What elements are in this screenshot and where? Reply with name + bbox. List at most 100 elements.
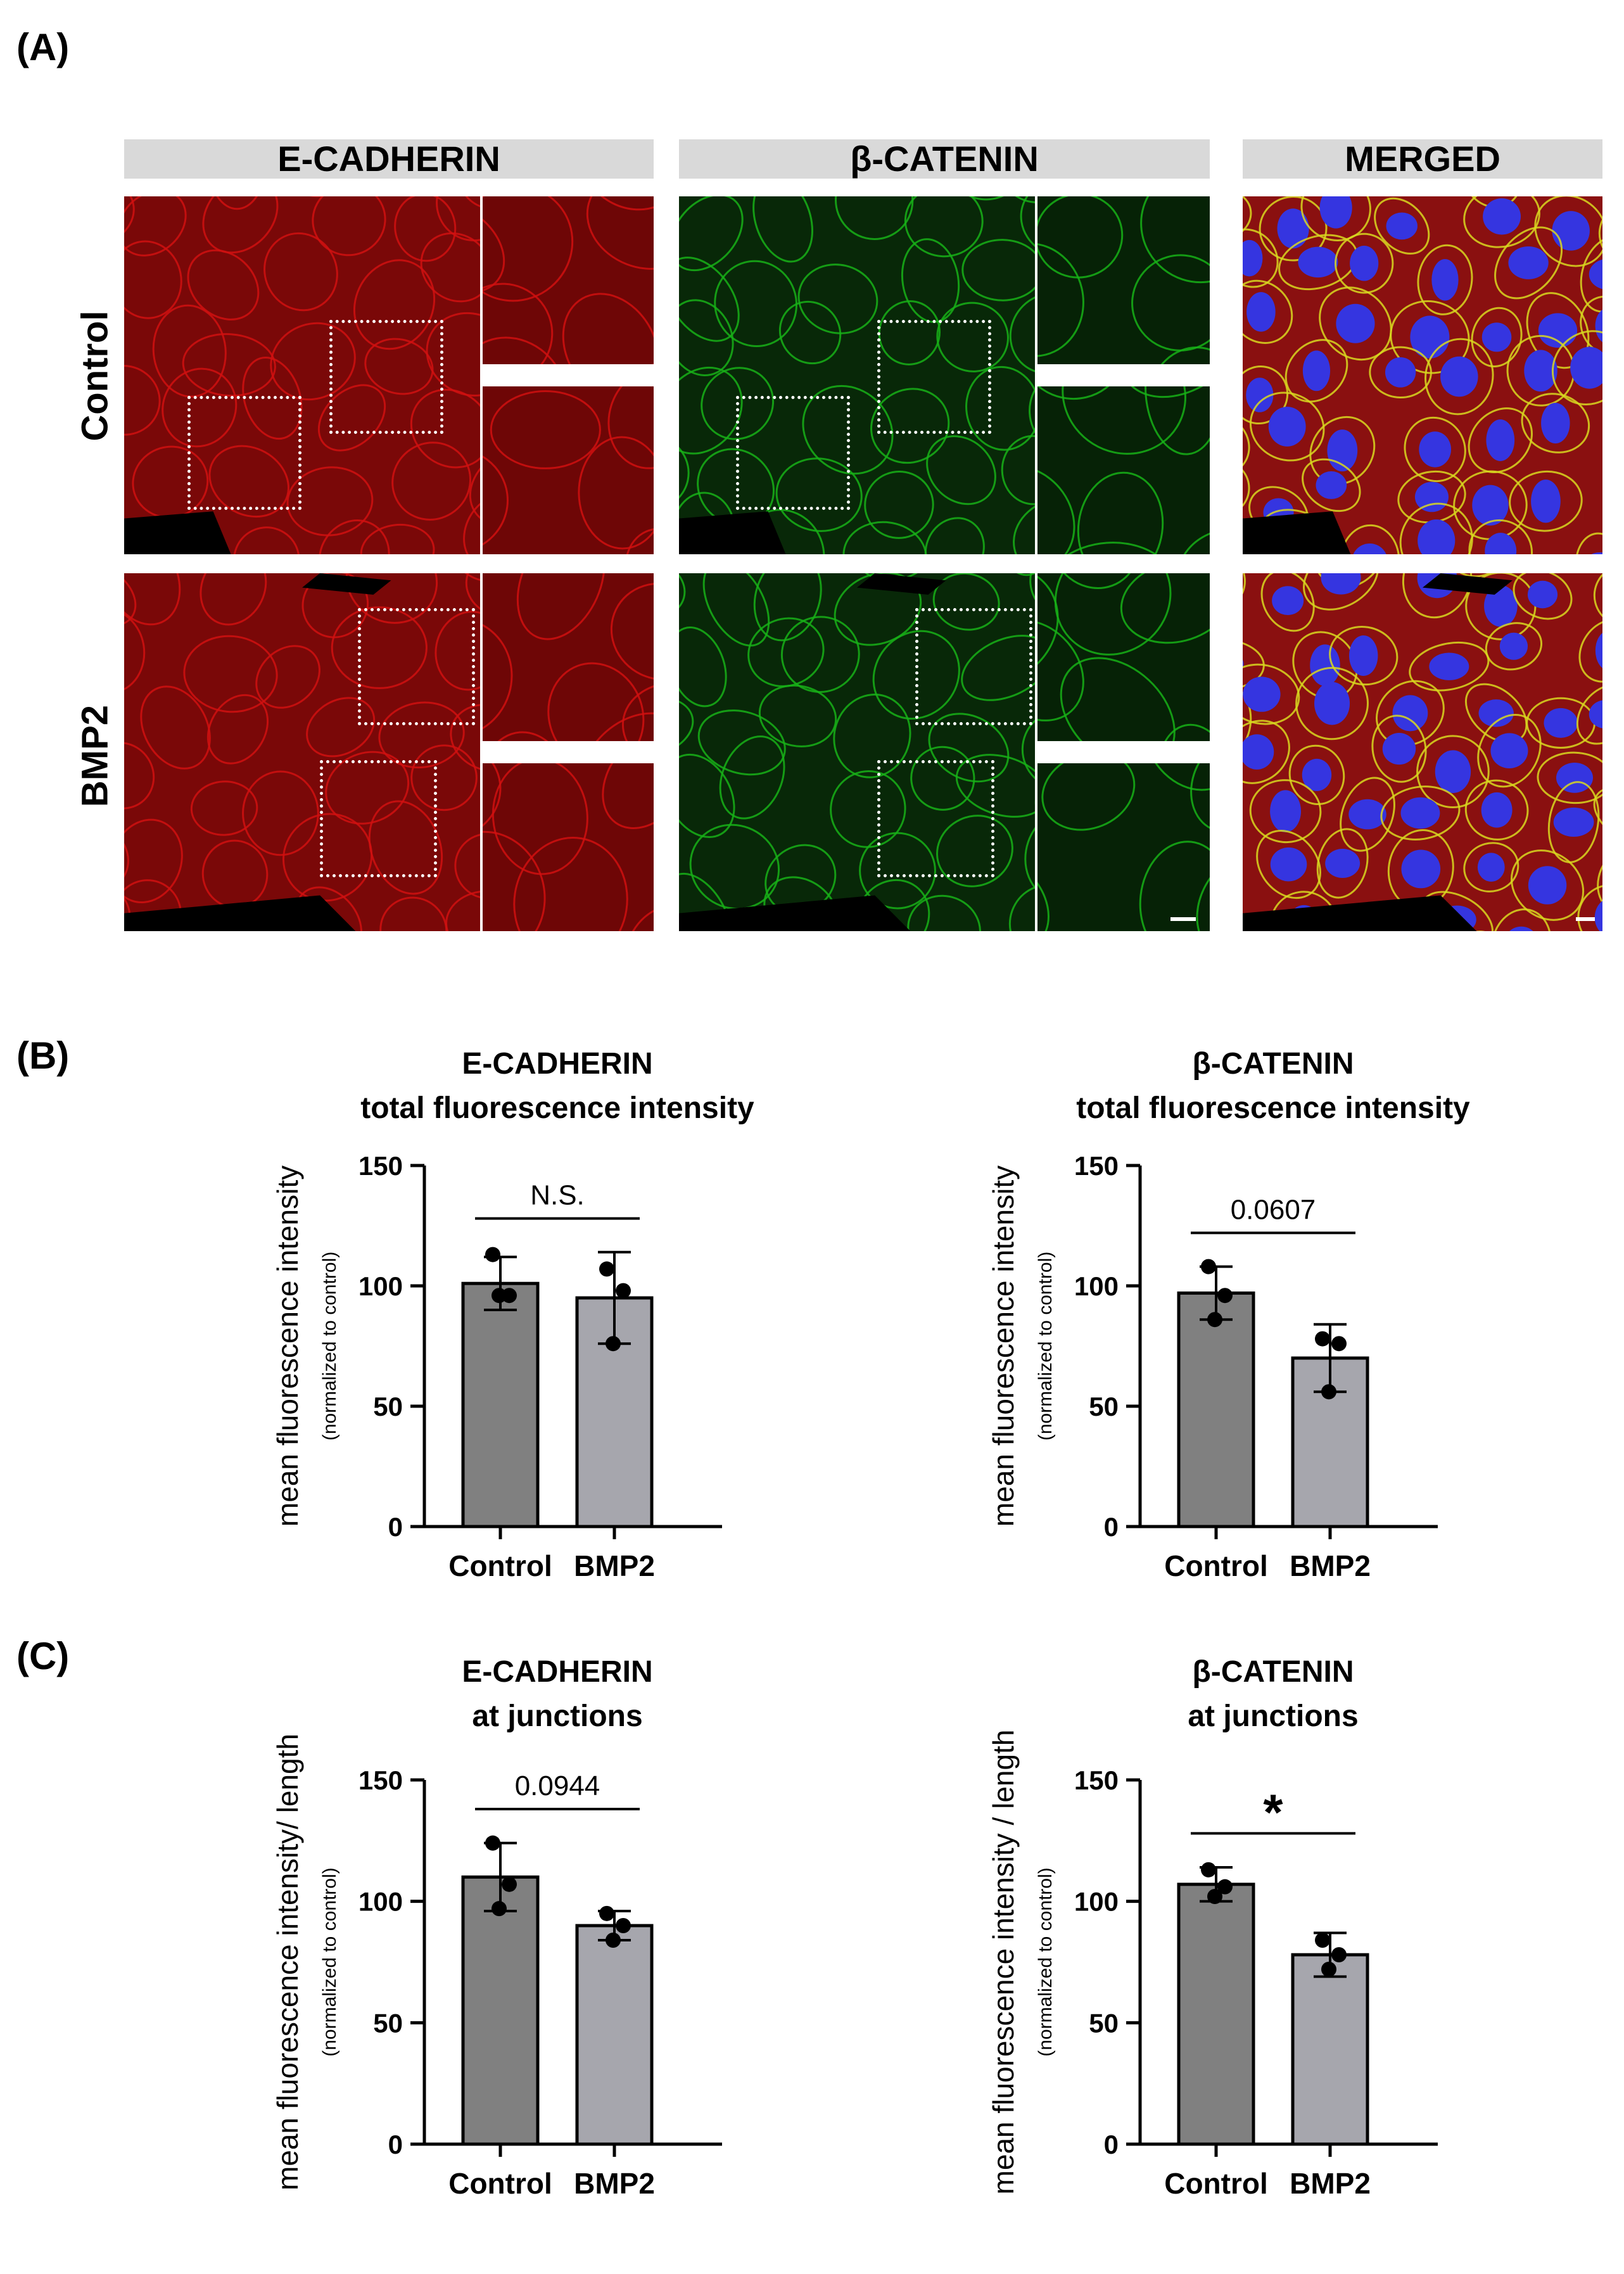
row-label-control: Control [74, 310, 116, 441]
column-header-merged: MERGED [1243, 139, 1602, 179]
data-point [606, 1933, 621, 1948]
chart-title-line-1: β-CATENIN [1192, 1047, 1354, 1081]
significance-label: N.S. [530, 1180, 585, 1211]
y-tick-label: 100 [358, 1271, 403, 1301]
roi-bcat-control-2 [736, 396, 850, 510]
bar-control [1177, 1291, 1255, 1528]
data-point [1207, 1312, 1222, 1328]
data-point [606, 1336, 621, 1352]
x-tick-label-control: Control [1164, 1549, 1268, 1582]
y-axis-sublabel: (normalized to control) [1035, 1867, 1056, 2056]
y-tick-label: 50 [1089, 2008, 1119, 2038]
y-tick-label: 0 [1104, 2130, 1119, 2159]
scale-bar-merged [1576, 917, 1595, 921]
data-point [1217, 1288, 1233, 1304]
chart-title-line-2: total fluorescence intensity [1076, 1091, 1470, 1125]
bar-bmp2 [1291, 1953, 1369, 2146]
y-tick-label: 100 [1074, 1271, 1119, 1301]
roi-ecad-bmp2-2 [320, 760, 437, 877]
bcat-control-inset-bottom [1037, 386, 1210, 554]
y-axis-label: mean fluorescence intensity/ length [271, 1734, 304, 2190]
panel-label-a: (A) [16, 26, 70, 68]
y-tick-label: 150 [1074, 1151, 1119, 1181]
roi-ecad-control-2 [187, 396, 301, 510]
data-point [1217, 1879, 1233, 1895]
ecad-bmp2-inset-bottom [483, 763, 654, 931]
ecad-bmp2-image [124, 573, 480, 931]
data-point [599, 1261, 614, 1277]
roi-ecad-control-1 [329, 320, 443, 434]
chart-title-line-1: E-CADHERIN [462, 1047, 652, 1081]
data-point [616, 1918, 631, 1933]
y-tick-label: 100 [358, 1887, 403, 1917]
chart-title-line-1: β-CATENIN [1192, 1655, 1354, 1689]
bar-control [461, 1281, 540, 1528]
bar-control [461, 1875, 540, 2146]
chart-title-line-2: total fluorescence intensity [360, 1091, 754, 1125]
data-point [485, 1835, 500, 1851]
data-point [492, 1288, 507, 1304]
scale-bar-bcatenin [1170, 917, 1196, 921]
data-point [502, 1876, 517, 1892]
bcat-bmp2-image [679, 573, 1035, 931]
y-tick-label: 150 [1074, 1765, 1119, 1795]
roi-bcat-bmp2-1 [915, 608, 1032, 725]
x-tick-label-control: Control [1164, 2167, 1268, 2200]
chart-title-line-1: E-CADHERIN [462, 1655, 652, 1689]
x-tick-label-bmp2: BMP2 [574, 1549, 655, 1582]
significance-label: 0.0944 [515, 1770, 600, 1801]
x-tick-label-bmp2: BMP2 [1290, 2167, 1371, 2200]
y-tick-label: 100 [1074, 1887, 1119, 1917]
y-tick-label: 50 [373, 2008, 403, 2038]
panel-label-b: (B) [16, 1034, 70, 1077]
chart-ecadherin-total: E-CADHERIN total fluorescence intensity me… [271, 1047, 754, 1582]
y-tick-label: 50 [373, 1392, 403, 1421]
y-axis-sublabel: (normalized to control) [319, 1867, 340, 2056]
chart-bcatenin-total: β-CATENIN total fluorescence intensity mea… [987, 1047, 1470, 1582]
data-point [1331, 1336, 1347, 1352]
merged-control-image [1243, 196, 1602, 554]
y-axis-sublabel: (normalized to control) [1035, 1252, 1056, 1440]
y-tick-label: 150 [358, 1151, 403, 1181]
bar-control [1177, 1883, 1255, 2146]
bar-bmp2 [575, 1924, 654, 2146]
y-tick-label: 0 [1104, 1512, 1119, 1542]
data-point [1321, 1384, 1336, 1400]
ecad-bmp2-inset-top [483, 573, 654, 741]
y-tick-label: 150 [358, 1765, 403, 1795]
data-point [616, 1283, 631, 1299]
panel-label-c: (C) [16, 1635, 70, 1677]
y-axis-sublabel: (normalized to control) [319, 1252, 340, 1440]
data-point [599, 1905, 614, 1921]
data-point [1315, 1933, 1330, 1948]
bcat-bmp2-inset-bottom [1037, 763, 1210, 931]
y-tick-label: 0 [388, 1512, 403, 1542]
data-point [492, 1901, 507, 1917]
y-axis-label: mean fluorescence intensity [987, 1166, 1020, 1527]
data-point [1315, 1331, 1330, 1347]
data-point [1321, 1962, 1336, 1977]
chart-title-line-2: at junctions [1188, 1699, 1358, 1733]
ecad-control-inset-top [483, 196, 654, 364]
y-tick-label: 50 [1089, 1392, 1119, 1421]
significance-label: 0.0607 [1231, 1194, 1316, 1225]
x-tick-label-control: Control [448, 2167, 552, 2200]
data-point [1201, 1259, 1216, 1274]
y-tick-label: 0 [388, 2130, 403, 2159]
row-label-bmp2: BMP2 [74, 704, 116, 808]
bcat-control-inset-top [1037, 196, 1210, 364]
x-tick-label-bmp2: BMP2 [574, 2167, 655, 2200]
chart-bcatenin-junctions: β-CATENIN at junctions mean fluorescence i… [987, 1655, 1438, 2200]
chart-title-line-2: at junctions [472, 1699, 642, 1733]
roi-bcat-bmp2-2 [877, 760, 994, 877]
data-point [1201, 1862, 1216, 1877]
data-point [1207, 1889, 1222, 1904]
y-axis-label: mean fluorescence intensity / length [987, 1730, 1020, 2195]
ecad-control-inset-bottom [483, 386, 654, 554]
bcat-bmp2-inset-top [1037, 573, 1210, 741]
chart-ecadherin-junctions: E-CADHERIN at junctions mean fluorescence … [271, 1655, 722, 2200]
significance-label: * [1263, 1784, 1283, 1840]
y-axis-label: mean fluorescence intensity [271, 1166, 304, 1527]
roi-bcat-control-1 [877, 320, 991, 434]
roi-ecad-bmp2-1 [358, 608, 475, 725]
